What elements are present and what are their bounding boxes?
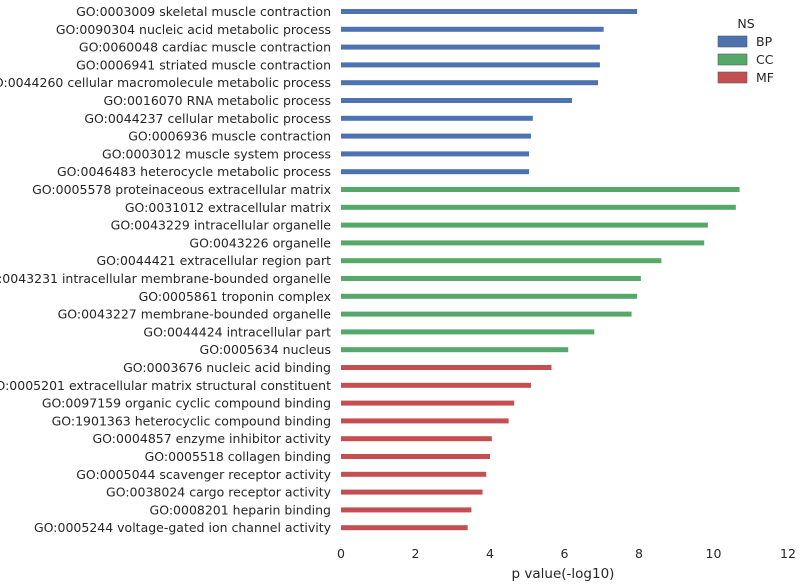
legend-label-bp: BP — [756, 34, 773, 49]
category-label: GO:0043226 organelle — [189, 235, 331, 250]
bar-bp — [341, 151, 530, 157]
category-label: GO:0044237 cellular metabolic process — [84, 111, 331, 126]
category-label: GO:0031012 extracellular matrix — [125, 200, 331, 215]
bar-mf — [341, 400, 515, 406]
legend-swatch-cc — [717, 53, 748, 66]
bar-cc — [341, 187, 740, 192]
category-label: GO:0016070 RNA metabolic process — [103, 93, 331, 108]
bar-bp — [341, 9, 638, 14]
category-labels: GO:0003009 skeletal muscle contraction GO… — [0, 4, 332, 535]
category-label: GO:0006941 striated muscle contraction — [76, 57, 331, 72]
bar-bp — [341, 62, 600, 68]
bar-group — [341, 9, 740, 531]
x-tick-label: 10 — [706, 546, 722, 561]
bar-bp — [341, 115, 533, 121]
x-tick-label: 2 — [412, 546, 420, 561]
bar-cc — [341, 293, 638, 299]
category-label: GO:0005518 collagen binding — [145, 449, 331, 464]
category-label: GO:0044421 extracellular region part — [96, 253, 331, 268]
bar-cc — [341, 276, 641, 281]
bar-cc — [341, 311, 632, 317]
bar-bp — [341, 80, 599, 86]
category-label: GO:0008201 heparin binding — [150, 502, 331, 517]
x-tick-label: 0 — [337, 546, 345, 561]
legend-title: NS — [737, 16, 754, 31]
bar-mf — [341, 365, 552, 370]
bar-cc — [341, 240, 705, 246]
legend-label-cc: CC — [756, 52, 774, 67]
category-label: GO:0044424 intracellular part — [143, 324, 331, 339]
x-axis-title: p value(-log10) — [512, 566, 615, 582]
category-label: GO:0004857 enzyme inhibitor activity — [92, 431, 331, 446]
bar-mf — [341, 489, 483, 495]
category-label: GO:0090304 nucleic acid metabolic proces… — [56, 22, 331, 37]
x-tick-label: 12 — [780, 546, 796, 561]
bar-mf — [341, 382, 531, 388]
category-label: GO:0043227 membrane-bounded organelle — [58, 307, 332, 322]
x-axis-ticks: 0 2 4 6 8 10 12 — [337, 546, 796, 561]
category-label: GO:1901363 heterocyclic compound binding — [52, 413, 331, 428]
bar-bp — [341, 169, 530, 175]
category-label: GO:0003009 skeletal muscle contraction — [76, 4, 331, 19]
category-label: GO:0005244 voltage-gated ion channel act… — [34, 520, 332, 535]
category-label: GO:0060048 cardiac muscle contraction — [79, 40, 331, 55]
category-label: GO:0005578 proteinaceous extracellular m… — [32, 182, 331, 197]
bar-mf — [341, 525, 468, 531]
bar-mf — [341, 436, 492, 442]
category-label: GO:0003676 nucleic acid binding — [123, 360, 331, 375]
category-label: GO:0003012 muscle system process — [102, 146, 331, 161]
legend-label-mf: MF — [756, 70, 774, 85]
bar-mf — [341, 507, 472, 513]
bar-cc — [341, 347, 569, 353]
category-label: GO:0038024 cargo receptor activity — [106, 485, 332, 500]
category-label: GO:0005634 nucleus — [200, 342, 331, 357]
x-tick-label: 8 — [635, 546, 643, 561]
category-label: GO:0005201 extracellular matrix structur… — [0, 378, 331, 393]
bar-bp — [341, 133, 531, 139]
bar-mf — [341, 454, 490, 459]
category-label: GO:0097159 organic cyclic compound bindi… — [42, 396, 331, 411]
x-tick-label: 6 — [561, 546, 569, 561]
category-label: GO:0005861 troponin complex — [139, 289, 331, 304]
bar-bp — [341, 98, 572, 103]
legend-swatch-bp — [717, 35, 748, 48]
category-label: GO:0044260 cellular macromolecule metabo… — [0, 75, 331, 90]
bar-cc — [341, 258, 662, 264]
bar-bp — [341, 26, 604, 32]
category-label: GO:0043231 intracellular membrane-bounde… — [0, 271, 331, 286]
bar-mf — [341, 418, 509, 424]
bar-cc — [341, 222, 708, 228]
category-label: GO:0005044 scavenger receptor activity — [76, 467, 331, 482]
x-tick-label: 4 — [486, 546, 494, 561]
legend-swatch-mf — [717, 71, 748, 84]
legend: NS BP CC MF — [717, 16, 774, 85]
bar-cc — [341, 329, 595, 335]
bar-mf — [341, 471, 487, 477]
category-label: GO:0046483 heterocycle metabolic process — [57, 164, 331, 179]
bar-bp — [341, 44, 600, 50]
category-label: GO:0006936 muscle contraction — [128, 129, 331, 144]
bar-cc — [341, 204, 736, 210]
category-label: GO:0043229 intracellular organelle — [111, 218, 332, 233]
